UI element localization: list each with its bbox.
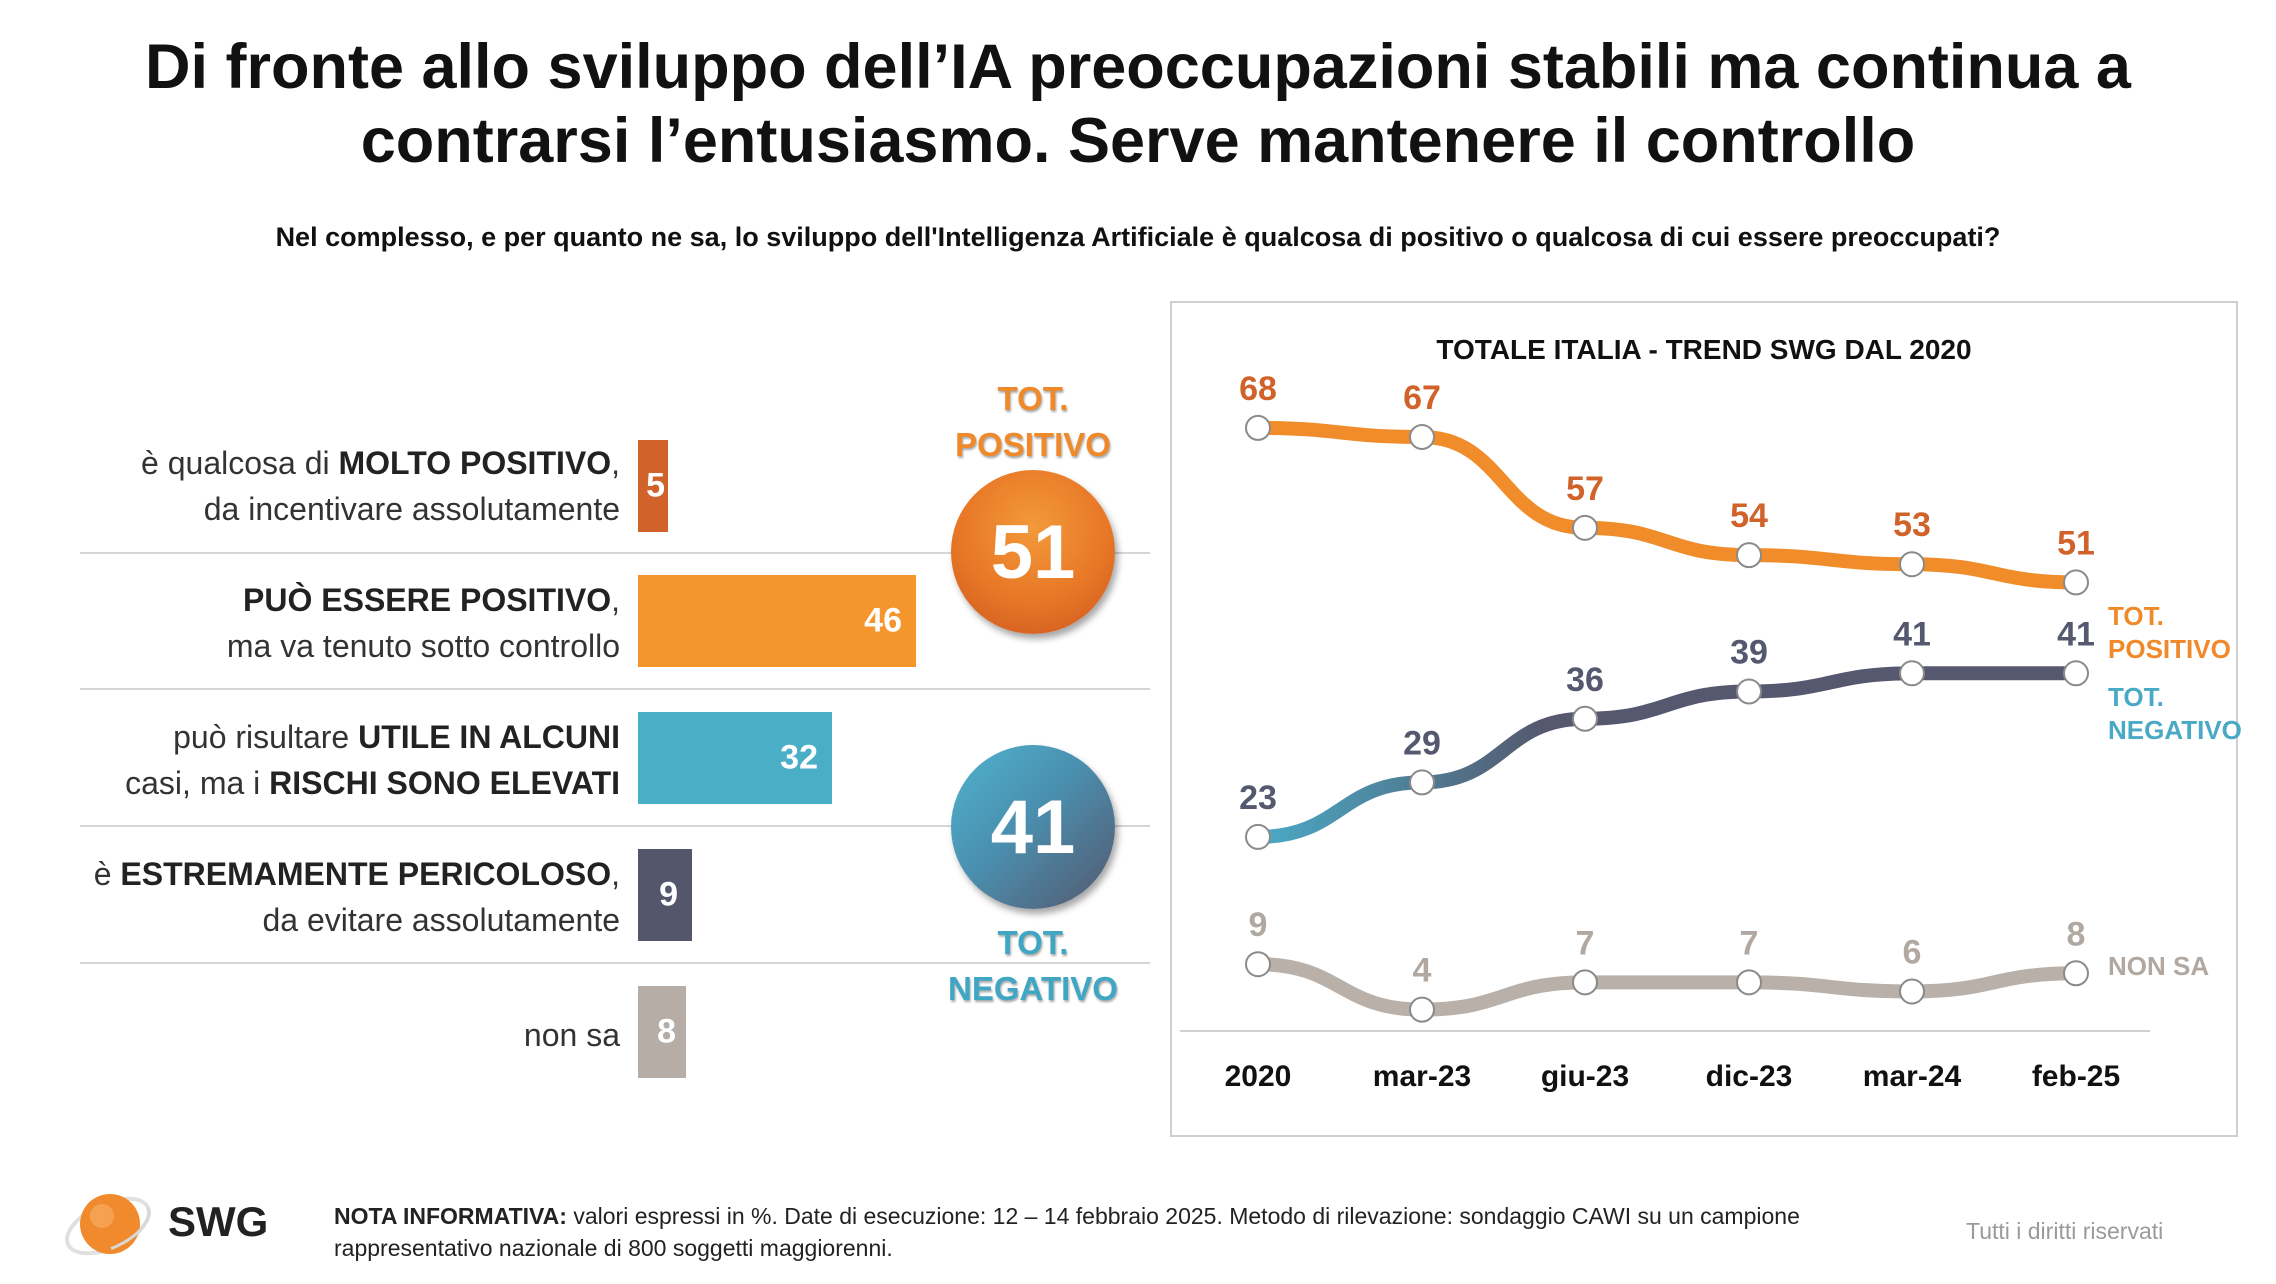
bar-puo-essere-positivo: 46 <box>638 575 916 667</box>
data-label-non-sa-mar-24: 6 <box>1903 933 1922 971</box>
x-tick-label: mar-24 <box>1863 1060 1962 1093</box>
x-tick-label: giu-23 <box>1541 1060 1629 1093</box>
x-tick-label: dic-23 <box>1706 1060 1793 1093</box>
survey-question: Nel complesso, e per quanto ne sa, lo sv… <box>275 222 2001 252</box>
bar-value: 32 <box>780 738 818 777</box>
point-non-sa-dic-23 <box>1736 969 1762 996</box>
tot-positivo-circle: 51 <box>951 470 1115 634</box>
tot-positivo-label: TOT. POSITIVO <box>955 380 1111 463</box>
data-label-negativo-giu-23: 36 <box>1566 661 1604 699</box>
point-positivo-2020 <box>1245 414 1271 441</box>
point-negativo-2020 <box>1245 823 1271 850</box>
tot-negativo-value: 41 <box>990 784 1076 870</box>
x-tick-label: 2020 <box>1225 1060 1292 1093</box>
data-label-positivo-mar-24: 53 <box>1893 506 1931 544</box>
data-label-non-sa-giu-23: 7 <box>1576 924 1595 962</box>
footer-note: NOTA INFORMATIVA: valori espressi in %. … <box>334 1203 1800 1261</box>
series-line-non-sa <box>1251 957 2083 1017</box>
bar-label-molto-positivo: è qualcosa di MOLTO POSITIVO, da incenti… <box>141 445 620 527</box>
point-positivo-mar-24 <box>1899 551 1925 578</box>
tot-negativo-label: TOT. NEGATIVO <box>948 924 1118 1007</box>
bar-molto-positivo: 5 <box>638 440 668 532</box>
tot-positivo-value: 51 <box>990 509 1076 595</box>
swg-logo-icon <box>58 1184 158 1284</box>
bar-label-puo-essere-positivo: PUÒ ESSERE POSITIVO, ma va tenuto sotto … <box>226 582 620 664</box>
legend-label-positivo: POSITIVO <box>2108 634 2231 664</box>
point-non-sa-mar-24 <box>1899 978 1925 1005</box>
bar-value: 46 <box>864 601 902 640</box>
data-label-negativo-mar-23: 29 <box>1403 724 1441 762</box>
data-label-positivo-2020: 68 <box>1239 370 1277 408</box>
data-label-negativo-dic-23: 39 <box>1730 633 1768 671</box>
legend-label-negativo: NEGATIVO <box>2108 715 2242 745</box>
bar-label-utile-rischi: può risultare UTILE IN ALCUNI casi, ma i… <box>125 719 620 801</box>
divider <box>80 552 1150 554</box>
point-non-sa-giu-23 <box>1572 969 1598 996</box>
tot-negativo-circle: 41 <box>951 745 1115 909</box>
point-positivo-mar-23 <box>1409 423 1435 450</box>
divider <box>80 825 1150 827</box>
data-label-positivo-feb-25: 51 <box>2057 524 2095 562</box>
divider <box>80 688 1150 690</box>
bar-non-sa: 8 <box>638 986 686 1078</box>
x-tick-label: feb-25 <box>2032 1060 2120 1093</box>
point-negativo-giu-23 <box>1572 705 1598 732</box>
bar-value: 5 <box>646 466 665 505</box>
page-title: Di fronte allo sviluppo dell’IA preoccup… <box>145 32 2131 176</box>
legend-label-non-sa: NON SA <box>2108 951 2209 981</box>
rights-text: Tutti i diritti riservati <box>1966 1218 2164 1244</box>
point-non-sa-feb-25 <box>2063 960 2089 987</box>
divider <box>80 962 1150 964</box>
point-non-sa-2020 <box>1245 951 1271 978</box>
point-negativo-dic-23 <box>1736 678 1762 705</box>
series-line-positivo <box>1251 420 2083 590</box>
legend-label-positivo: TOT. <box>2108 601 2164 631</box>
point-positivo-dic-23 <box>1736 542 1762 569</box>
data-label-non-sa-feb-25: 8 <box>2067 915 2086 953</box>
point-negativo-feb-25 <box>2063 660 2089 687</box>
bar-label-non-sa: non sa <box>523 1017 620 1053</box>
data-label-negativo-feb-25: 41 <box>2057 615 2095 653</box>
bar-pericoloso: 9 <box>638 849 692 941</box>
point-positivo-giu-23 <box>1572 514 1598 541</box>
point-non-sa-mar-23 <box>1409 996 1435 1023</box>
data-label-negativo-2020: 23 <box>1239 779 1277 817</box>
data-label-non-sa-mar-23: 4 <box>1413 952 1432 990</box>
data-label-negativo-mar-24: 41 <box>1893 615 1931 653</box>
data-label-positivo-dic-23: 54 <box>1730 497 1768 535</box>
data-label-non-sa-2020: 9 <box>1249 906 1268 944</box>
bar-value: 8 <box>657 1012 676 1051</box>
bar-utile-rischi: 32 <box>638 712 832 804</box>
data-label-positivo-giu-23: 57 <box>1566 470 1604 508</box>
bar-label-pericoloso: è ESTREMAMENTE PERICOLOSO, da evitare as… <box>93 856 620 938</box>
series-line-negativo <box>1251 666 2083 844</box>
point-positivo-feb-25 <box>2063 569 2089 596</box>
point-negativo-mar-24 <box>1899 660 1925 687</box>
trend-panel <box>1170 301 2238 1137</box>
data-label-positivo-mar-23: 67 <box>1403 379 1441 417</box>
swg-logo-text: SWG <box>168 1198 269 1245</box>
data-label-non-sa-dic-23: 7 <box>1740 924 1759 962</box>
legend-label-negativo: TOT. <box>2108 682 2164 712</box>
x-tick-label: mar-23 <box>1373 1060 1471 1093</box>
point-negativo-mar-23 <box>1409 769 1435 796</box>
trend-title: TOTALE ITALIA - TREND SWG DAL 2020 <box>1436 334 1972 365</box>
bar-value: 9 <box>659 875 678 914</box>
